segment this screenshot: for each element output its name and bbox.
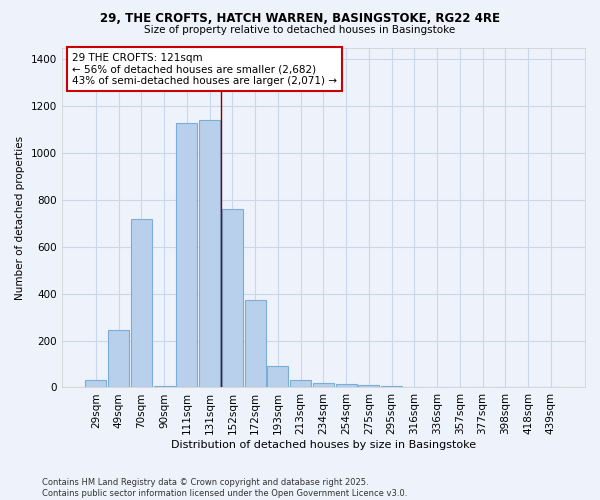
Bar: [176, 122, 197, 388]
Bar: [131, 218, 152, 388]
Bar: [313, 383, 334, 388]
Bar: [85, 380, 106, 388]
Text: 29, THE CROFTS, HATCH WARREN, BASINGSTOKE, RG22 4RE: 29, THE CROFTS, HATCH WARREN, BASINGSTOK…: [100, 12, 500, 26]
X-axis label: Distribution of detached houses by size in Basingstoke: Distribution of detached houses by size …: [171, 440, 476, 450]
Text: 29 THE CROFTS: 121sqm
← 56% of detached houses are smaller (2,682)
43% of semi-d: 29 THE CROFTS: 121sqm ← 56% of detached …: [72, 52, 337, 86]
Bar: [268, 366, 289, 388]
Bar: [222, 210, 243, 388]
Bar: [154, 386, 175, 388]
Bar: [199, 120, 220, 388]
Bar: [358, 384, 379, 388]
Text: Size of property relative to detached houses in Basingstoke: Size of property relative to detached ho…: [145, 25, 455, 35]
Bar: [245, 300, 266, 388]
Bar: [381, 386, 402, 388]
Text: Contains HM Land Registry data © Crown copyright and database right 2025.
Contai: Contains HM Land Registry data © Crown c…: [42, 478, 407, 498]
Y-axis label: Number of detached properties: Number of detached properties: [15, 136, 25, 300]
Bar: [335, 384, 356, 388]
Bar: [290, 380, 311, 388]
Bar: [108, 330, 129, 388]
